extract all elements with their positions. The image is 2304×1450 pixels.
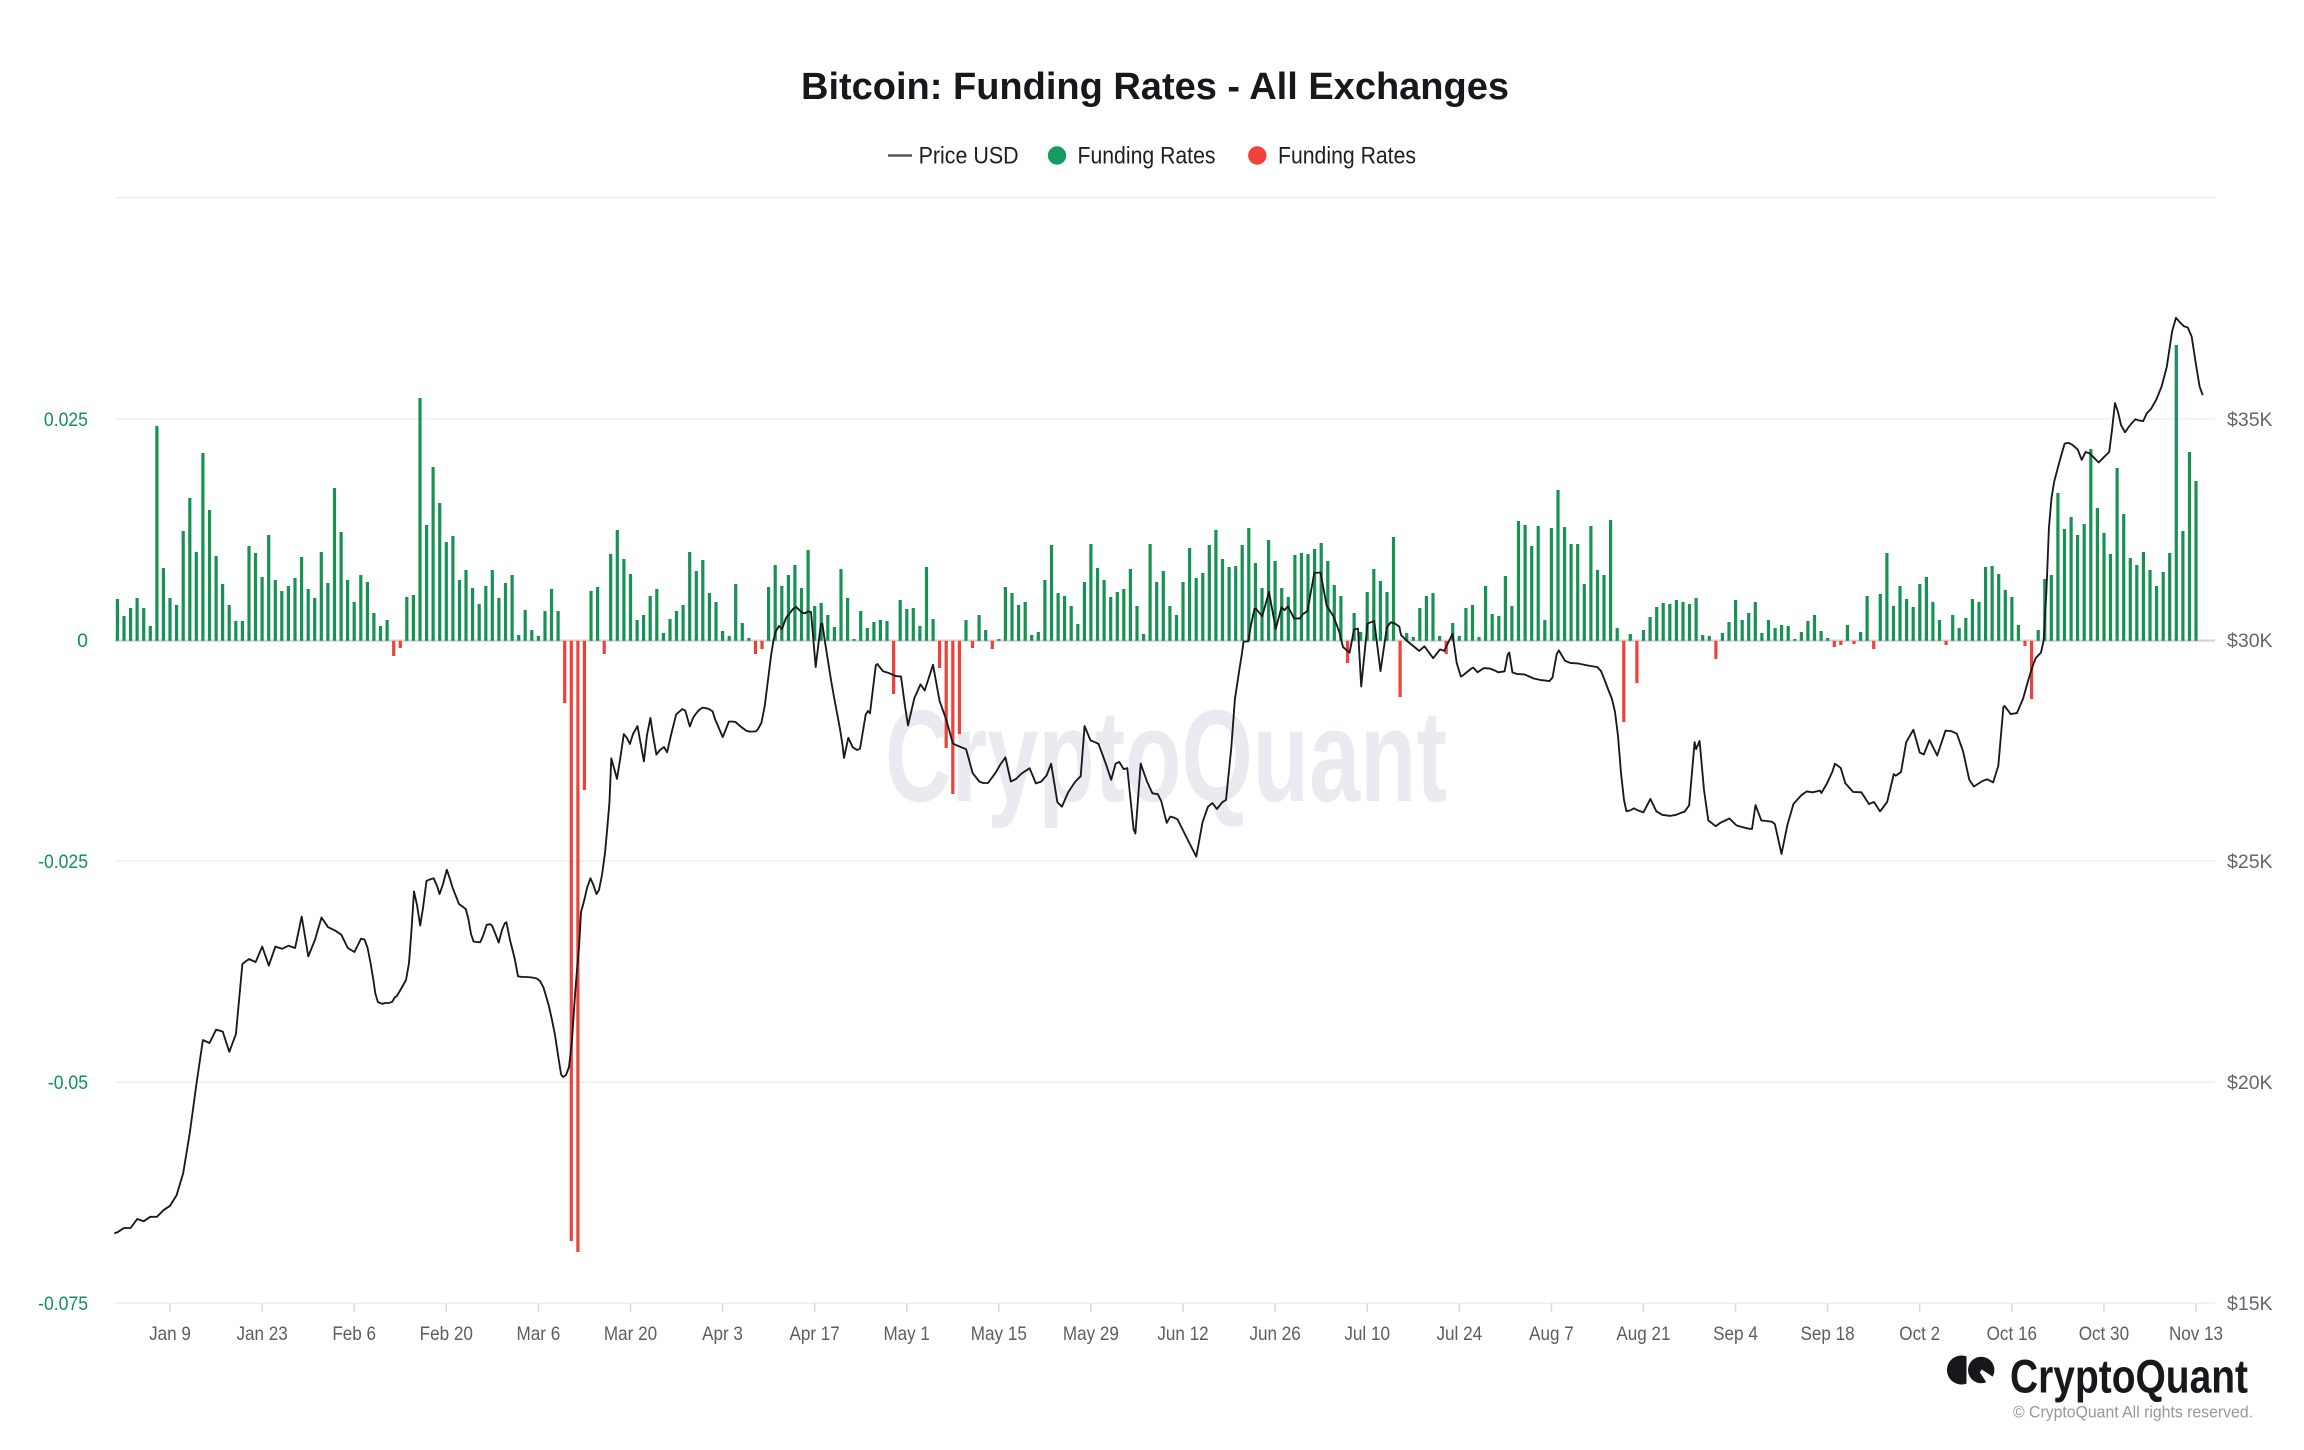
svg-text:© CryptoQuant All rights reser: © CryptoQuant All rights reserved. — [2013, 1404, 2253, 1422]
svg-text:Funding Rates: Funding Rates — [1278, 143, 1416, 170]
svg-text:-0.025: -0.025 — [38, 851, 88, 873]
svg-text:Price USD: Price USD — [919, 143, 1019, 170]
svg-text:$20K: $20K — [2227, 1072, 2273, 1094]
svg-text:Aug 7: Aug 7 — [1529, 1323, 1574, 1345]
svg-text:Mar 20: Mar 20 — [604, 1323, 657, 1345]
svg-text:Aug 21: Aug 21 — [1616, 1323, 1670, 1345]
svg-text:Jan 9: Jan 9 — [149, 1323, 191, 1345]
svg-text:Jul 24: Jul 24 — [1436, 1323, 1482, 1345]
svg-text:Sep 4: Sep 4 — [1713, 1323, 1758, 1345]
svg-text:Nov 13: Nov 13 — [2169, 1323, 2223, 1345]
svg-text:CryptoQuant: CryptoQuant — [885, 682, 1447, 829]
svg-text:Apr 3: Apr 3 — [702, 1323, 743, 1345]
svg-text:Jun 12: Jun 12 — [1157, 1323, 1208, 1345]
svg-text:Jul 10: Jul 10 — [1344, 1323, 1390, 1345]
svg-text:$25K: $25K — [2227, 851, 2273, 873]
svg-text:-0.075: -0.075 — [38, 1293, 88, 1315]
svg-text:May 29: May 29 — [1063, 1323, 1119, 1345]
svg-text:CryptoQuant: CryptoQuant — [2010, 1350, 2248, 1403]
svg-text:0: 0 — [77, 630, 88, 652]
svg-text:Feb 20: Feb 20 — [420, 1323, 473, 1345]
svg-text:Oct 2: Oct 2 — [1899, 1323, 1940, 1345]
svg-text:Funding Rates: Funding Rates — [1078, 143, 1216, 170]
svg-text:$15K: $15K — [2227, 1293, 2273, 1315]
svg-text:0.025: 0.025 — [44, 409, 88, 431]
svg-text:Oct 30: Oct 30 — [2079, 1323, 2130, 1345]
svg-text:$30K: $30K — [2227, 630, 2273, 652]
svg-text:May 1: May 1 — [883, 1323, 930, 1345]
svg-text:Mar 6: Mar 6 — [517, 1323, 561, 1345]
svg-text:Jun 26: Jun 26 — [1249, 1323, 1300, 1345]
svg-text:$35K: $35K — [2227, 409, 2273, 431]
svg-text:Oct 16: Oct 16 — [1987, 1323, 2037, 1345]
svg-text:Bitcoin: Funding Rates - All E: Bitcoin: Funding Rates - All Exchanges — [801, 66, 1509, 108]
svg-text:Feb 6: Feb 6 — [332, 1323, 376, 1345]
svg-text:Apr 17: Apr 17 — [789, 1323, 839, 1345]
svg-text:-0.05: -0.05 — [48, 1072, 88, 1094]
svg-text:May 15: May 15 — [971, 1323, 1027, 1345]
svg-text:Sep 18: Sep 18 — [1801, 1323, 1855, 1345]
svg-text:Jan 23: Jan 23 — [236, 1323, 287, 1345]
